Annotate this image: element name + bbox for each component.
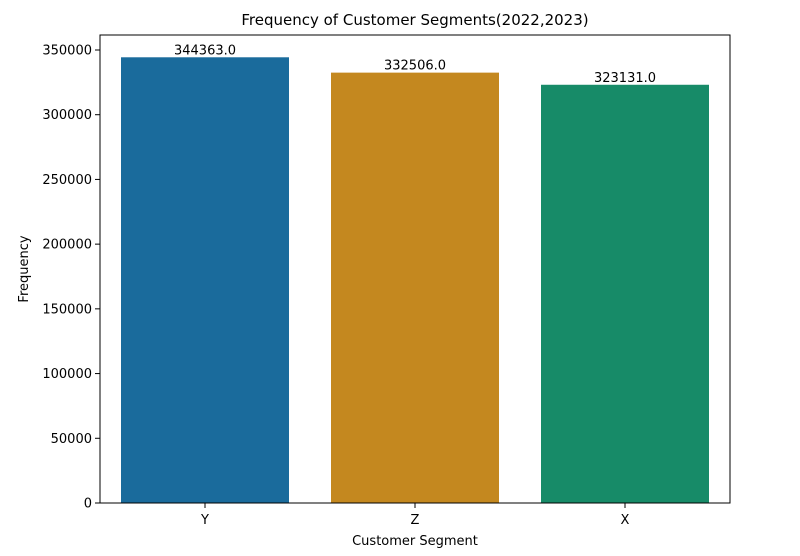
x-tick-label-y: Y: [200, 513, 209, 528]
data-label-x: 323131.0: [594, 71, 656, 86]
data-label-z: 332506.0: [384, 59, 446, 74]
y-tick-label: 150000: [42, 302, 92, 317]
bar-x: [541, 84, 709, 504]
y-tick-label: 100000: [42, 367, 92, 382]
bars-layer: [121, 57, 709, 504]
y-tick-label: 50000: [51, 432, 92, 447]
x-tick-label-z: Z: [411, 513, 420, 528]
y-tick-label: 300000: [42, 108, 92, 123]
y-tick-label: 0: [84, 497, 92, 512]
bar-z: [331, 72, 499, 503]
bar-y: [121, 57, 289, 504]
y-tick-label: 200000: [42, 238, 92, 253]
data-label-y: 344363.0: [174, 43, 236, 58]
y-axis-ticks: 0 50000 100000 150000 200000 250000 300000 3500…: [42, 43, 100, 512]
plot-frame: [99, 34, 731, 504]
x-axis-label: Customer Segment: [352, 534, 478, 549]
y-tick-label: 350000: [42, 43, 92, 58]
y-tick-label: 250000: [42, 173, 92, 188]
chart-title: Frequency of Customer Segments(2022,2023…: [241, 11, 588, 29]
x-tick-label-x: X: [621, 513, 630, 528]
data-labels-layer: 344363.0 332506.0 323131.0: [174, 43, 656, 85]
y-axis-label: Frequency: [17, 235, 32, 302]
